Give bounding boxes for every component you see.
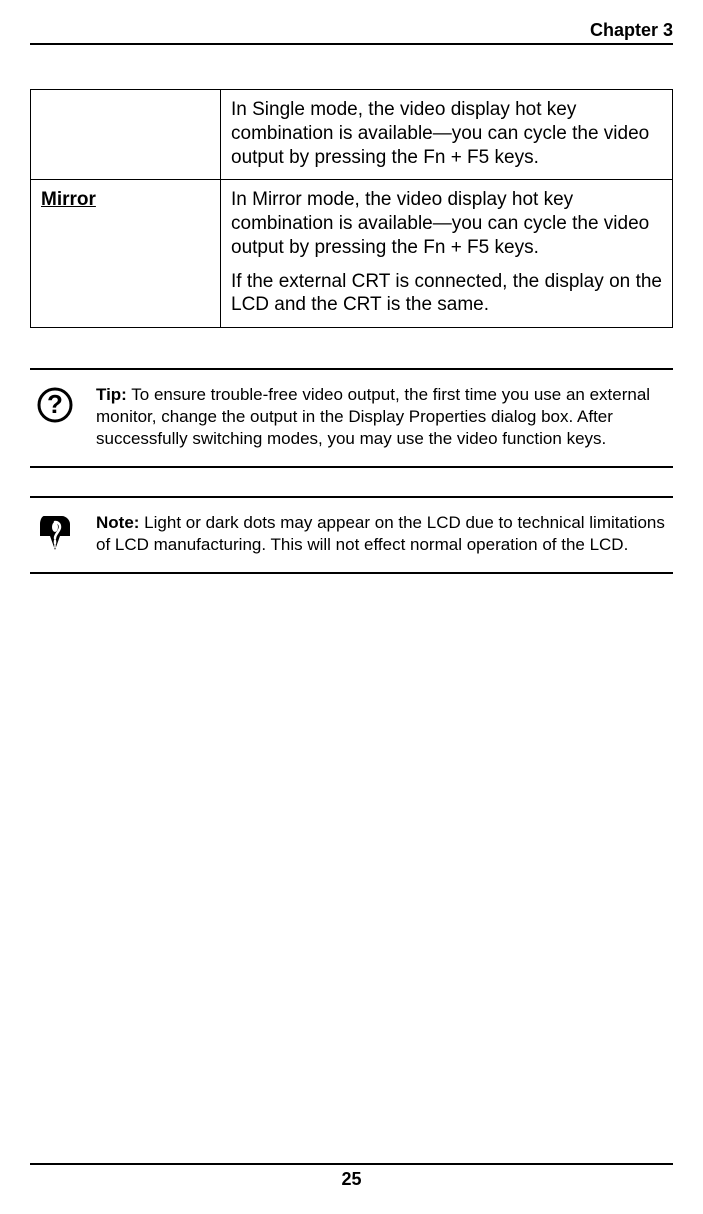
mode-desc-cell: In Single mode, the video display hot ke… (221, 90, 673, 180)
mode-label-cell (31, 90, 221, 180)
tip-callout: ? Tip: To ensure trouble-free video outp… (30, 368, 673, 468)
note-text: Note: Light or dark dots may appear on t… (96, 512, 673, 556)
mode-desc-text: In Mirror mode, the video display hot ke… (231, 188, 662, 259)
page-number: 25 (341, 1169, 361, 1189)
tip-lead: Tip: (96, 385, 127, 404)
tip-icon-wrap: ? (30, 384, 80, 424)
note-icon-wrap (30, 512, 80, 554)
page-container: Chapter 3 In Single mode, the video disp… (0, 0, 703, 1214)
note-callout: Note: Light or dark dots may appear on t… (30, 496, 673, 574)
pen-icon (36, 514, 74, 554)
note-body: Light or dark dots may appear on the LCD… (96, 513, 665, 554)
question-icon: ? (36, 386, 74, 424)
tip-body: To ensure trouble-free video output, the… (96, 385, 650, 448)
page-header: Chapter 3 (30, 20, 673, 45)
table-row: In Single mode, the video display hot ke… (31, 90, 673, 180)
spacer (30, 602, 673, 1163)
note-lead: Note: (96, 513, 139, 532)
svg-text:?: ? (47, 389, 63, 419)
mode-desc-text: In Single mode, the video display hot ke… (231, 98, 662, 169)
mode-label-cell: Mirror (31, 180, 221, 328)
mode-desc-cell: In Mirror mode, the video display hot ke… (221, 180, 673, 328)
page-footer: 25 (30, 1163, 673, 1214)
mode-desc-text: If the external CRT is connected, the di… (231, 270, 662, 318)
tip-text: Tip: To ensure trouble-free video output… (96, 384, 673, 450)
table-row: Mirror In Mirror mode, the video display… (31, 180, 673, 328)
modes-table: In Single mode, the video display hot ke… (30, 89, 673, 328)
chapter-title: Chapter 3 (590, 20, 673, 40)
